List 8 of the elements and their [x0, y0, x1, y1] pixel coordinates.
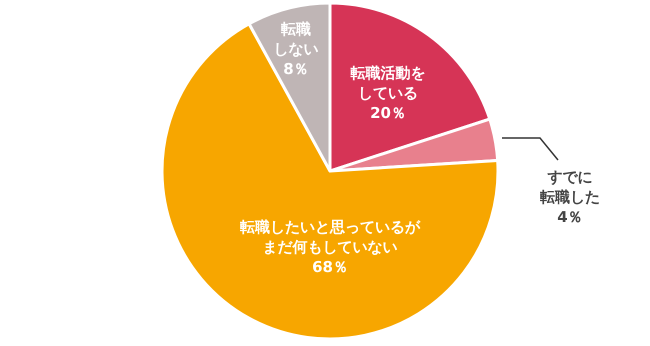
data-label: 8％ — [283, 60, 309, 78]
slice-label: 転職しない — [274, 20, 318, 58]
data-label: 20％ — [370, 104, 406, 122]
data-label: 4％ — [557, 208, 583, 226]
data-label: 68％ — [312, 258, 348, 276]
slice-label: 転職したいと思っているがまだ何もしていない — [240, 218, 421, 256]
slice-label: 転職活動をしている — [350, 64, 426, 102]
slice-label: すでに転職した — [540, 168, 600, 206]
